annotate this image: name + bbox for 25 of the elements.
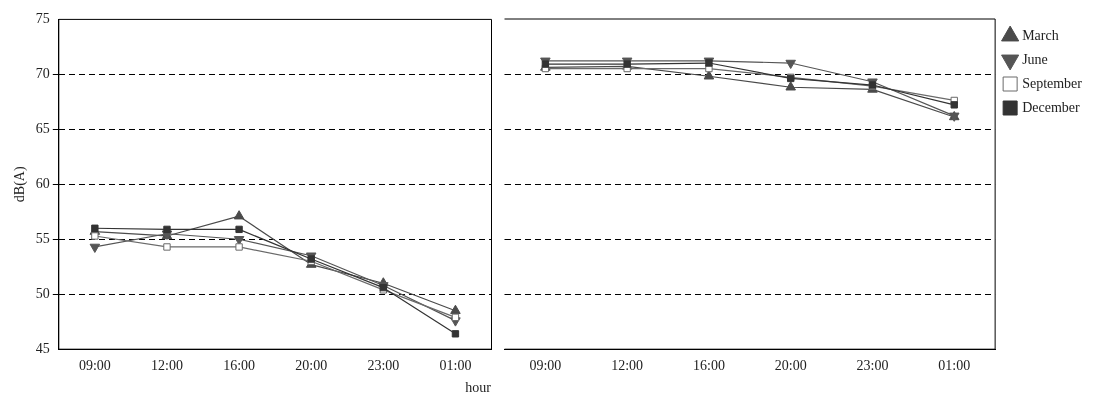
legend-label: December xyxy=(1022,99,1080,115)
y-tick-label: 55 xyxy=(35,230,50,246)
x-tick-label: 09:00 xyxy=(529,358,562,374)
y-tick-label: 50 xyxy=(35,285,50,301)
x-tick-label: 20:00 xyxy=(774,358,807,374)
x-tick-label: 20:00 xyxy=(295,358,328,374)
x-tick-label: 23:00 xyxy=(367,358,400,374)
y-tick-label: 65 xyxy=(35,121,50,137)
y-tick-label: 75 xyxy=(35,11,50,27)
x-tick-label: 12:00 xyxy=(611,358,644,374)
x-tick-label: 16:00 xyxy=(692,358,725,374)
y-tick-label: 45 xyxy=(35,340,50,356)
x-tick-label: 09:00 xyxy=(78,358,111,374)
x-tick-label: 01:00 xyxy=(439,358,472,374)
legend-label: March xyxy=(1022,27,1059,43)
y-axis-title: dB(A) xyxy=(12,166,29,203)
legend-label: September xyxy=(1022,75,1083,91)
x-axis-title: hour xyxy=(464,380,492,396)
y-tick-label: 70 xyxy=(35,66,50,82)
y-tick-label: 60 xyxy=(35,175,50,191)
x-tick-label: 01:00 xyxy=(938,358,971,374)
x-tick-label: 16:00 xyxy=(223,358,256,374)
x-tick-label: 23:00 xyxy=(856,358,889,374)
legend-label: June xyxy=(1022,51,1048,67)
x-tick-label: 12:00 xyxy=(151,358,183,374)
